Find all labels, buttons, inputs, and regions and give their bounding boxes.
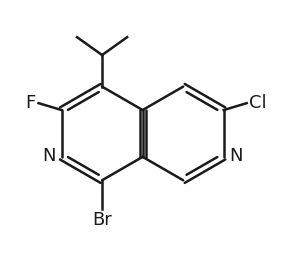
Text: Cl: Cl (249, 94, 267, 112)
Text: Br: Br (92, 211, 112, 229)
Text: N: N (229, 147, 243, 165)
Text: F: F (26, 94, 36, 112)
Text: N: N (43, 147, 56, 165)
